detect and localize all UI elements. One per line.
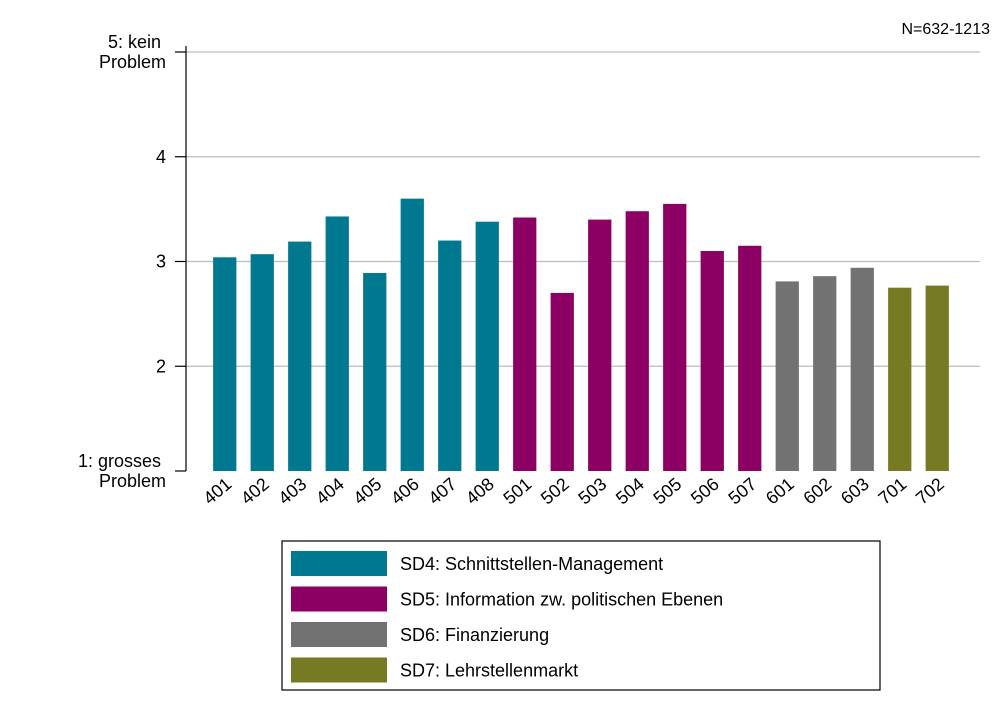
bar xyxy=(400,198,424,471)
y-tick-label: 3 xyxy=(156,252,166,272)
legend-label: SD6: Finanzierung xyxy=(400,625,549,645)
bar xyxy=(288,241,312,471)
bar xyxy=(813,276,837,471)
x-tick-label: 602 xyxy=(799,474,835,509)
x-tick-label: 504 xyxy=(612,474,648,509)
bar xyxy=(550,292,574,471)
y-tick-label: 5: kein Problem xyxy=(99,32,166,72)
bar xyxy=(625,211,649,471)
legend-swatch xyxy=(291,657,387,683)
x-tick-label: 404 xyxy=(312,474,348,509)
x-tick-label: 701 xyxy=(874,474,910,509)
y-tick-label-line: Problem xyxy=(99,52,166,72)
bar xyxy=(663,203,687,471)
legend-swatch xyxy=(291,551,387,576)
bar xyxy=(213,257,237,471)
x-tick-label: 406 xyxy=(387,474,423,509)
bar xyxy=(325,216,349,471)
bar xyxy=(513,217,537,471)
bar xyxy=(588,219,612,471)
legend-swatch xyxy=(291,622,387,647)
x-tick-label: 405 xyxy=(349,474,385,509)
bar xyxy=(775,281,799,471)
x-tick-label: 601 xyxy=(762,474,798,509)
x-tick-label: 506 xyxy=(687,474,723,509)
bar xyxy=(888,287,912,471)
bar xyxy=(925,285,949,471)
x-tick-label: 603 xyxy=(837,474,873,509)
bar xyxy=(738,245,762,471)
x-tick-label: 501 xyxy=(499,474,535,509)
x-tick-label: 408 xyxy=(462,474,498,509)
y-tick-label: 4 xyxy=(156,147,166,167)
bar xyxy=(363,273,387,471)
x-tick-label: 702 xyxy=(912,474,948,509)
x-tick-label: 502 xyxy=(537,474,573,509)
y-tick-label: 1: grosses Problem xyxy=(78,451,166,491)
bar xyxy=(250,254,274,471)
annotation: N=632-1213 xyxy=(901,21,990,38)
x-tick-label: 505 xyxy=(649,474,685,509)
legend-label: SD4: Schnittstellen-Management xyxy=(400,554,663,574)
bar xyxy=(438,240,462,471)
y-tick-label-line: 1: grosses xyxy=(78,451,166,471)
x-tick-label: 503 xyxy=(574,474,610,509)
legend-label: SD7: Lehrstellenmarkt xyxy=(400,661,578,681)
y-tick-label-line: Problem xyxy=(99,471,166,491)
bar xyxy=(850,267,874,471)
bar xyxy=(700,251,724,471)
x-tick-label: 401 xyxy=(199,474,235,509)
y-tick-label-line: 5: kein xyxy=(108,32,166,52)
x-tick-label: 403 xyxy=(274,474,310,509)
legend-box xyxy=(281,540,881,691)
x-tick-label: 407 xyxy=(424,474,460,509)
bar xyxy=(475,221,499,471)
y-tick-label: 2 xyxy=(156,356,166,376)
legend-label: SD5: Information zw. politischen Ebenen xyxy=(400,590,723,610)
x-tick-label: 507 xyxy=(724,474,760,509)
x-tick-label: 402 xyxy=(237,474,273,509)
legend-swatch xyxy=(291,586,387,612)
